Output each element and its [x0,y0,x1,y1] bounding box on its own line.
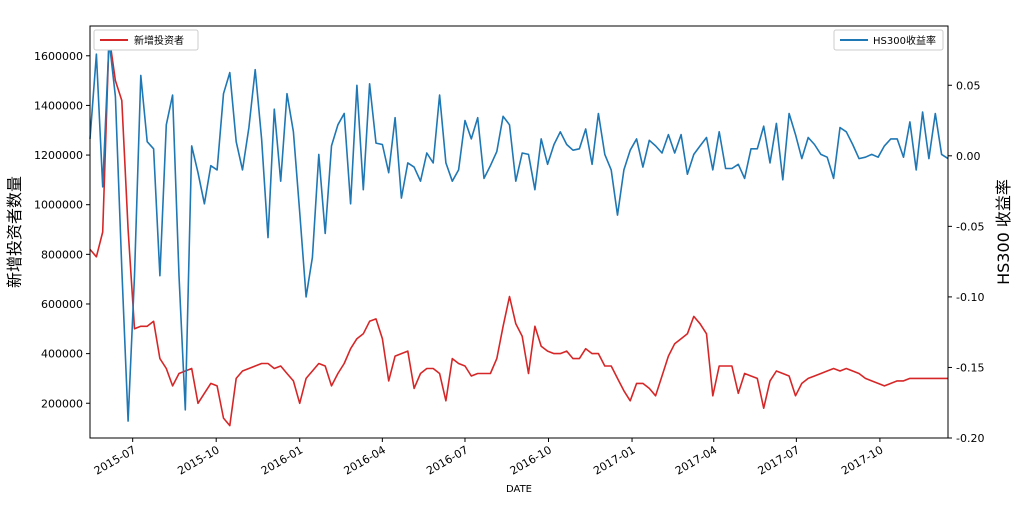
x-tick-label: 2016-01 [259,443,305,477]
left-axis-label: 新增投资者数量 [5,176,24,288]
right-tick-label: -0.15 [956,361,984,374]
x-tick-label: 2017-01 [591,443,637,477]
left-axis-ticks: 200000 400000 600000 800000 1000000 1200000 14… [34,50,90,410]
left-tick-label: 800000 [41,248,83,261]
x-axis-label: DATE [506,484,532,495]
right-tick-label: -0.05 [956,220,984,233]
left-tick-label: 1400000 [34,99,83,112]
legend-new-investors-box [93,29,199,51]
series-line-new-investors [89,35,948,427]
x-tick-label: 2017-10 [839,443,885,477]
x-tick-label: 2016-10 [508,443,554,477]
left-tick-label: 1200000 [34,149,83,162]
x-tick-label: 2015-10 [175,443,221,477]
x-tick-label: 2015-07 [92,443,138,477]
legend-hs300-label: HS300收益率 [873,34,936,47]
right-tick-label: -0.10 [956,291,984,304]
left-tick-label: 400000 [41,348,83,361]
right-tick-label: 0.00 [956,150,981,163]
x-tick-label: 2017-07 [756,443,802,477]
series-layer [89,35,949,427]
legend-new-investors: 新增投资者 [93,29,199,51]
legend-hs300-box [833,29,944,51]
x-axis-ticks: 2015-07 2015-10 2016-01 2016-04 2016-07 2016-… [92,438,885,478]
legend-hs300: HS300收益率 [833,29,944,51]
right-tick-label: 0.05 [956,79,981,92]
left-tick-label: 1600000 [34,50,83,63]
legend-new-investors-label: 新增投资者 [134,34,184,47]
series-line-hs300 [89,39,949,422]
x-tick-label: 2016-04 [342,443,388,477]
right-tick-label: -0.20 [956,432,984,445]
right-axis-ticks: -0.20 -0.15 -0.10 -0.05 0.00 0.05 [948,79,984,445]
left-tick-label: 200000 [41,397,83,410]
left-tick-label: 600000 [41,298,83,311]
x-tick-label: 2016-07 [424,443,470,477]
plot-area-frame [89,25,949,439]
x-tick-label: 2017-04 [673,443,719,477]
left-tick-label: 1000000 [34,199,83,212]
right-axis-label: HS300 收益率 [994,179,1013,285]
